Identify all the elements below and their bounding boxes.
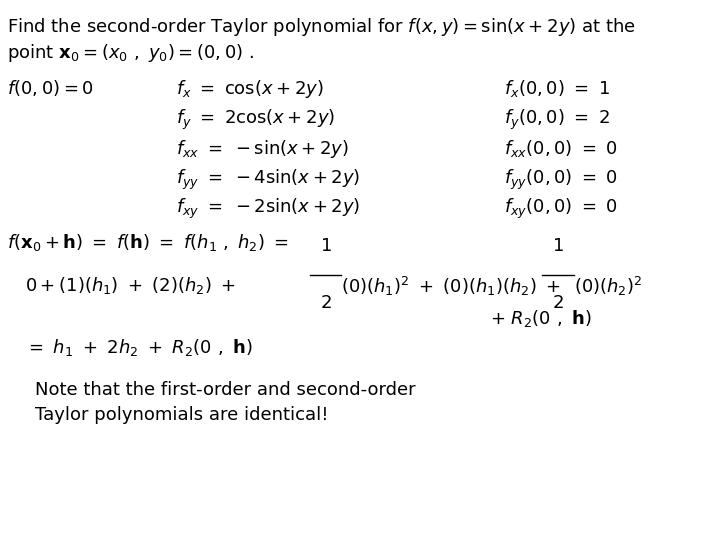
Text: $1$: $1$ — [320, 238, 331, 255]
Text: $0+(1)(h_1)\ +\ (2)(h_2)\ +$: $0+(1)(h_1)\ +\ (2)(h_2)\ +$ — [25, 275, 236, 296]
Text: $(0)(h_2)^2$: $(0)(h_2)^2$ — [574, 275, 642, 299]
Text: $f_{xy}\ =\ -2\sin(x+2y)$: $f_{xy}\ =\ -2\sin(x+2y)$ — [176, 197, 361, 221]
Text: $2$: $2$ — [320, 294, 331, 312]
Text: $f(0,0) = 0$: $f(0,0) = 0$ — [7, 78, 94, 98]
Text: $f_{xx}\ =\ -\sin(x+2y)$: $f_{xx}\ =\ -\sin(x+2y)$ — [176, 138, 349, 160]
Text: $f_x\ =\ \cos(x+2y)$: $f_x\ =\ \cos(x+2y)$ — [176, 78, 324, 100]
Text: $+\ R_2(0\ ,\ \mathbf{h})$: $+\ R_2(0\ ,\ \mathbf{h})$ — [490, 308, 591, 329]
Text: $=\ h_1\ +\ 2h_2\ +\ R_2(0\ ,\ \mathbf{h})$: $=\ h_1\ +\ 2h_2\ +\ R_2(0\ ,\ \mathbf{h… — [25, 338, 253, 359]
Text: $f(\mathbf{x}_0 + \mathbf{h})\ =\ f(\mathbf{h})\ =\ f(h_1\ ,\ h_2)\ =$: $f(\mathbf{x}_0 + \mathbf{h})\ =\ f(\mat… — [7, 232, 289, 253]
Text: $f_{xy}(0,0)\ =\ 0$: $f_{xy}(0,0)\ =\ 0$ — [504, 197, 618, 221]
Text: Find the second-order Taylor polynomial for $f(x,y) = \sin(x + 2y)$ at the: Find the second-order Taylor polynomial … — [7, 16, 636, 38]
Text: $f_{yy}(0,0)\ =\ 0$: $f_{yy}(0,0)\ =\ 0$ — [504, 167, 618, 192]
Text: $f_{xx}(0,0)\ =\ 0$: $f_{xx}(0,0)\ =\ 0$ — [504, 138, 618, 159]
Text: $f_y(0,0)\ =\ 2$: $f_y(0,0)\ =\ 2$ — [504, 108, 610, 132]
Text: $1$: $1$ — [552, 238, 564, 255]
Text: $f_{yy}\ =\ -4\sin(x+2y)$: $f_{yy}\ =\ -4\sin(x+2y)$ — [176, 167, 361, 192]
Text: point $\mathbf{x}_0 = (x_0\ ,\ y_0) = (0,0)$ .: point $\mathbf{x}_0 = (x_0\ ,\ y_0) = (0… — [7, 42, 254, 64]
Text: $f_x(0,0)\ =\ 1$: $f_x(0,0)\ =\ 1$ — [504, 78, 610, 99]
Text: $2$: $2$ — [552, 294, 564, 312]
Text: $f_y\ =\ 2\cos(x+2y)$: $f_y\ =\ 2\cos(x+2y)$ — [176, 108, 336, 132]
Text: Note that the first-order and second-order
Taylor polynomials are identical!: Note that the first-order and second-ord… — [35, 381, 415, 424]
Text: $(0)(h_1)^2\ +\ (0)(h_1)(h_2)\ +$: $(0)(h_1)^2\ +\ (0)(h_1)(h_2)\ +$ — [341, 275, 561, 299]
